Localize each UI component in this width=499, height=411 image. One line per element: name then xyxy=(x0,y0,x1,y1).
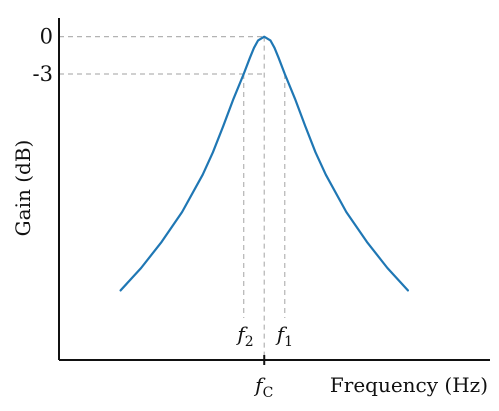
series-line-0 xyxy=(119,35,409,292)
curve-group xyxy=(119,35,409,292)
y-axis-label: Gain (dB) xyxy=(11,140,35,237)
marker-label-f1: f1 xyxy=(275,322,293,350)
marker-sub-f1: 1 xyxy=(284,334,293,350)
x-axis-label: Frequency (Hz) xyxy=(330,373,488,397)
y-tick-label: -3 xyxy=(33,62,53,86)
guide-lines xyxy=(59,36,286,360)
marker-sub-f2: 2 xyxy=(245,334,254,350)
axes xyxy=(58,18,490,365)
marker-sub-fc: C xyxy=(263,385,274,401)
y-tick-label: 0 xyxy=(40,25,53,49)
marker-label-fc: fC xyxy=(253,373,273,401)
marker-label-f2: f2 xyxy=(235,322,253,350)
